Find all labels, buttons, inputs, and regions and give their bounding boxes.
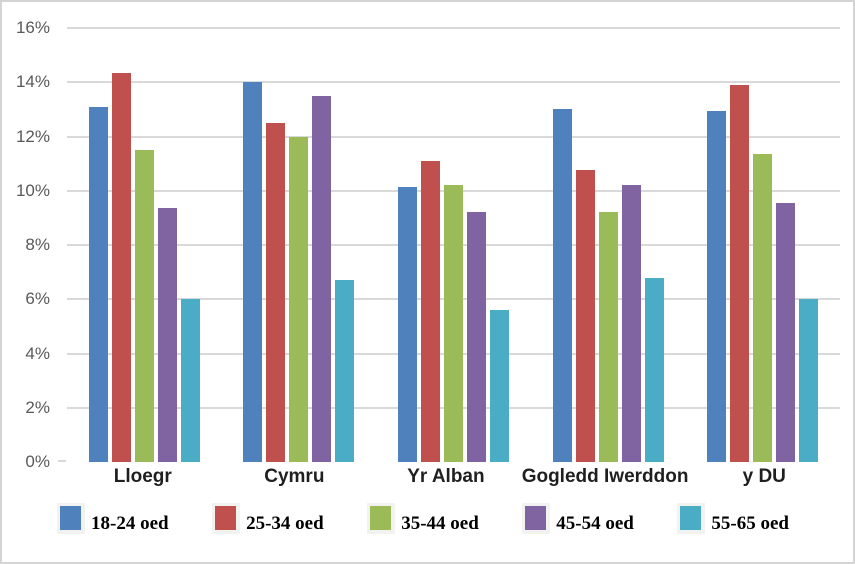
- bar-series-1-category-3: [397, 186, 417, 462]
- bar-series-1-category-5: [707, 110, 727, 462]
- x-category-label-5: y DU: [742, 466, 786, 487]
- bar-series-4-category-4: [621, 185, 641, 462]
- bar-group-4: [531, 28, 686, 462]
- legend-swatch-icon: [215, 506, 237, 530]
- legend-label: 25-34 oed: [246, 513, 324, 534]
- legend-label: 45-54 oed: [556, 513, 634, 534]
- bar-series-3-category-1: [134, 150, 154, 462]
- legend-swatch-backing: [677, 503, 706, 534]
- bar-series-4-category-3: [466, 212, 486, 462]
- bar-series-3-category-2: [289, 136, 309, 462]
- bar-series-2-category-4: [575, 170, 595, 462]
- legend-swatch-backing: [522, 503, 551, 534]
- bar-group-1: [67, 28, 222, 462]
- legend-swatch-icon: [60, 506, 81, 530]
- legend-item-1: 18-24 oed: [57, 503, 169, 534]
- x-category-label-3: Yr Alban: [407, 466, 485, 487]
- bar-groups: [67, 28, 840, 462]
- bar-series-1-category-4: [552, 109, 572, 462]
- legend-item-2: 25-34 oed: [212, 503, 324, 534]
- gridline-16pct: [67, 27, 840, 29]
- legend-swatch-icon: [680, 506, 702, 530]
- x-category-label-1: Lloegr: [113, 466, 172, 487]
- bar-series-2-category-2: [266, 122, 286, 462]
- gridline-14pct: [67, 81, 840, 84]
- y-tick-label-10pct: 10%: [15, 180, 50, 200]
- legend-label: 55-65 oed: [711, 513, 789, 534]
- bar-series-2-category-5: [730, 84, 750, 462]
- bar-series-5-category-2: [335, 280, 355, 462]
- gridline-12pct: [67, 135, 840, 138]
- y-tick-label-2pct: 2%: [25, 397, 50, 417]
- legend-swatch-icon: [525, 506, 547, 530]
- y-axis-tick-labels: 0% 2% 4% 6% 8% 10% 12% 14% 16%: [2, 18, 57, 471]
- bar-series-2-category-3: [420, 160, 440, 462]
- legend-swatch-backing: [212, 503, 241, 534]
- bar-group-3: [376, 28, 531, 462]
- y-tick-label-8pct: 8%: [25, 235, 50, 254]
- y-tick-label-12pct: 12%: [15, 126, 50, 146]
- bar-series-5-category-4: [644, 277, 664, 462]
- bar-series-4-category-2: [312, 95, 332, 462]
- y-tick-label-16pct: 16%: [15, 18, 50, 37]
- y-axis-zero-tick: [58, 460, 66, 462]
- bar-series-5-category-3: [489, 310, 509, 462]
- bar-series-5-category-1: [180, 299, 200, 462]
- y-tick-label-0pct: 0%: [25, 452, 50, 471]
- bar-group-5: [685, 28, 840, 462]
- legend-item-3: 35-44 oed: [367, 503, 479, 534]
- bar-series-4-category-1: [157, 208, 177, 462]
- bar-series-3-category-5: [753, 154, 773, 462]
- legend: 18-24 oed 25-34 oed 35-44 oed 45-54 oed 55-6…: [57, 503, 789, 534]
- legend-label: 18-24 oed: [91, 513, 169, 534]
- bar-group-2: [222, 28, 377, 462]
- legend-item-4: 45-54 oed: [522, 503, 634, 534]
- bar-series-2-category-1: [111, 72, 131, 462]
- x-category-label-2: Cymru: [264, 466, 325, 487]
- legend-swatch-icon: [370, 506, 392, 530]
- y-tick-label-4pct: 4%: [25, 343, 50, 363]
- bar-series-1-category-2: [243, 82, 263, 462]
- bar-series-3-category-3: [443, 185, 463, 462]
- bar-series-5-category-5: [799, 299, 819, 462]
- x-axis-category-labels: Lloegr Cymru Yr Alban Gogledd Iwerddon y DU: [67, 466, 840, 488]
- legend-swatch-backing: [367, 503, 396, 534]
- x-category-label-4: Gogledd Iwerddon: [521, 466, 689, 487]
- plot-area: [67, 27, 840, 462]
- bar-series-1-category-1: [88, 106, 108, 462]
- bar-series-4-category-5: [776, 202, 796, 462]
- legend-item-5: 55-65 oed: [677, 503, 789, 534]
- y-tick-label-14pct: 14%: [15, 72, 50, 92]
- legend-label: 35-44 oed: [401, 513, 479, 534]
- y-tick-label-6pct: 6%: [25, 289, 50, 309]
- legend-swatch-backing: [57, 503, 85, 534]
- bar-series-3-category-4: [598, 212, 618, 462]
